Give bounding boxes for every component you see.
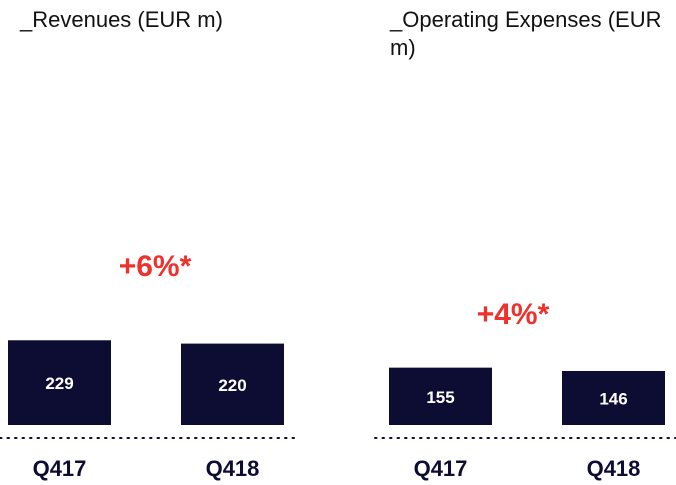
- x-tick-label: Q417: [33, 456, 87, 481]
- value-label: 146: [599, 389, 627, 408]
- chart-title: _Revenues (EUR m): [20, 7, 223, 32]
- x-tick-label: Q418: [587, 456, 641, 481]
- bar: [181, 343, 284, 425]
- bar: [562, 370, 665, 425]
- annotation: +4%*: [477, 298, 550, 331]
- annotation: +6%*: [119, 250, 192, 283]
- value-label: 220: [218, 376, 246, 395]
- chart-title: _Operating Expenses (EUR m): [390, 7, 662, 60]
- x-tick-label: Q417: [414, 456, 468, 481]
- x-tick-label: Q418: [206, 456, 260, 481]
- bar: [8, 340, 111, 425]
- bar: [389, 367, 492, 425]
- value-label: 229: [45, 374, 73, 393]
- value-label: 155: [426, 388, 454, 407]
